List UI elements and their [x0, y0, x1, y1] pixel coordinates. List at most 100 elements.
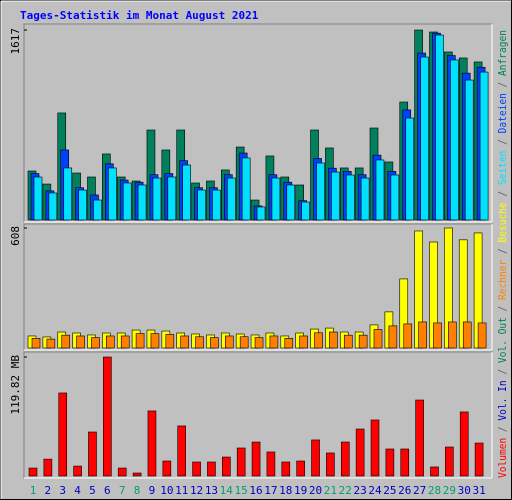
- bar: [360, 177, 370, 221]
- legend-entry: Besuche: [496, 202, 509, 242]
- bar: [122, 182, 132, 221]
- bar: [281, 461, 291, 477]
- bar: [415, 399, 424, 477]
- bar: [150, 333, 160, 349]
- bar: [147, 410, 157, 477]
- bar: [299, 335, 308, 349]
- bar: [227, 177, 236, 221]
- x-tick-label: 10: [160, 484, 173, 497]
- bar: [63, 167, 73, 221]
- x-tick-label: 29: [443, 484, 456, 497]
- x-tick-label: 4: [74, 484, 81, 497]
- x-tick-label: 28: [428, 484, 441, 497]
- bar: [180, 335, 189, 349]
- x-tick-label: 30: [458, 484, 471, 497]
- x-tick-label: 18: [279, 484, 292, 497]
- bar: [33, 176, 43, 221]
- bar: [210, 337, 219, 349]
- bar: [58, 392, 68, 477]
- bar: [314, 332, 323, 349]
- bar: [73, 465, 82, 477]
- x-tick-label: 22: [339, 484, 352, 497]
- x-tick-label: 16: [249, 484, 262, 497]
- x-tick-label: 24: [368, 484, 382, 497]
- bar: [135, 333, 145, 349]
- legend-separator: /: [496, 421, 509, 438]
- bar: [269, 335, 279, 349]
- x-tick-label: 8: [134, 484, 141, 497]
- bar: [345, 174, 355, 221]
- bar: [212, 189, 221, 221]
- legend-separator: /: [496, 76, 509, 93]
- legend-entry: Seiten: [496, 151, 509, 185]
- bar: [296, 460, 305, 477]
- bar: [373, 329, 383, 349]
- bar: [76, 335, 85, 349]
- x-tick-label: 21: [324, 484, 337, 497]
- bar: [450, 59, 459, 221]
- bar: [88, 431, 97, 477]
- x-tick-label: 26: [398, 484, 411, 497]
- bar: [286, 184, 296, 221]
- legend-entry: Volumen: [496, 438, 509, 478]
- x-tick-label: 7: [119, 484, 126, 497]
- bar: [236, 447, 246, 477]
- bar: [311, 439, 320, 477]
- x-tick-label: 6: [104, 484, 111, 497]
- bar: [343, 334, 353, 349]
- bar: [241, 157, 251, 221]
- bar: [91, 337, 100, 349]
- bar: [120, 335, 130, 349]
- x-tick-label: 9: [149, 484, 156, 497]
- legend: Volumen / Vol. In / Vol. Out / Rechner /…: [496, 30, 509, 478]
- bar: [266, 451, 276, 477]
- x-tick-label: 14: [220, 484, 234, 497]
- bar: [435, 34, 444, 221]
- legend-entry: Vol. Out: [496, 317, 509, 363]
- legend-entry: Vol. In: [496, 380, 509, 420]
- bar: [61, 334, 71, 349]
- bar: [207, 461, 216, 477]
- bar: [370, 419, 380, 477]
- bar: [420, 56, 429, 221]
- bar: [78, 189, 87, 221]
- bar: [197, 189, 206, 221]
- x-tick-label: 11: [175, 484, 188, 497]
- x-tick-label: 27: [413, 484, 426, 497]
- bar: [375, 159, 385, 221]
- bar: [152, 177, 162, 221]
- legend-separator: /: [496, 133, 509, 150]
- bar: [43, 458, 53, 477]
- bar: [167, 176, 177, 221]
- bar: [106, 335, 115, 349]
- bar: [48, 192, 58, 221]
- bar: [256, 206, 266, 221]
- bar: [430, 466, 439, 477]
- bar: [222, 456, 231, 477]
- bar: [165, 334, 175, 349]
- bar: [195, 336, 204, 349]
- bar: [479, 71, 489, 221]
- bar: [251, 441, 261, 477]
- chart-title: Tages-Statistik im Monat August 2021: [20, 9, 259, 22]
- bar: [474, 442, 484, 477]
- x-tick-label: 2: [45, 484, 52, 497]
- y-tick-label: 119.82 MB: [9, 355, 22, 415]
- bar: [117, 467, 127, 477]
- bar: [403, 323, 413, 349]
- bar: [31, 338, 41, 349]
- bar: [355, 428, 365, 477]
- bar: [28, 467, 38, 477]
- bar: [103, 356, 112, 477]
- x-tick-label: 17: [264, 484, 277, 497]
- bar: [329, 331, 338, 349]
- bar: [271, 177, 281, 221]
- bar: [254, 337, 264, 349]
- bar: [400, 448, 410, 477]
- bar: [316, 162, 325, 221]
- x-tick-label: 13: [205, 484, 218, 497]
- bar: [177, 425, 186, 477]
- legend-separator: /: [496, 185, 509, 202]
- bar: [388, 325, 398, 349]
- x-tick-label: 19: [294, 484, 307, 497]
